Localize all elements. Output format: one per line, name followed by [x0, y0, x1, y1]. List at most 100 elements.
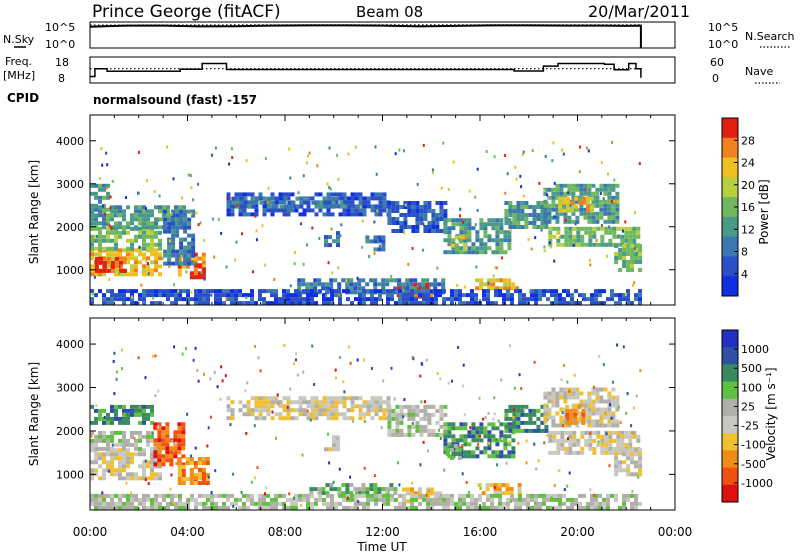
power-panel: 1000 2000 3000 4000 Slant Range [km] 28 24 20…	[27, 114, 771, 306]
power-echo-region-24	[90, 289, 642, 305]
power-scatter	[91, 140, 641, 301]
velocity-colorbar-segment-0	[722, 330, 738, 348]
time-tick-label-1: 04:00	[170, 525, 205, 539]
power-ytick-label-3: 4000	[56, 135, 84, 148]
velocity-colorbar-frame	[721, 329, 739, 503]
power-ytick-label-1: 2000	[56, 221, 84, 234]
velocity-colorbar-segment-1	[722, 347, 738, 365]
power-colorbar-segment-6	[722, 236, 738, 257]
power-colorbar-segment-7	[722, 256, 738, 277]
power-echo-region-15	[504, 201, 549, 229]
noise-ytick-right-1: 10^0	[708, 38, 738, 51]
power-echo-region-7	[163, 209, 196, 266]
noise-panel-frame	[89, 21, 676, 49]
power-colorbar-segment-4	[722, 197, 738, 218]
power-echo-region-1	[94, 256, 127, 273]
power-colorbar-label-2: 20	[741, 179, 755, 192]
power-echo-region-23	[475, 278, 520, 291]
velocity-colorbar-label-6: -500	[741, 458, 766, 471]
velocity-echo-region-14	[548, 430, 641, 455]
velocity-colorbar-segment-7	[722, 450, 738, 469]
velocity-echo-region-13	[565, 404, 586, 425]
velocity-colorbar-label-5: -100	[741, 439, 766, 452]
power-colorbar-label-0: 28	[741, 134, 755, 147]
power-echo-region-19	[614, 244, 643, 272]
velocity-echo-region-8	[387, 404, 448, 437]
velocity-echo-region-2	[90, 404, 154, 425]
power-colorbar-label: Power [dB]	[757, 179, 771, 244]
time-tick-label-0: 00:00	[73, 525, 108, 539]
power-colorbar-segment-1	[722, 137, 738, 159]
time-tick-label-5: 20:00	[560, 525, 595, 539]
power-colorbar-segment-8	[722, 276, 738, 297]
freq-unit-label: [MHz]	[3, 69, 35, 82]
time-tick-label-3: 12:00	[365, 525, 400, 539]
velocity-colorbar-segment-6	[722, 433, 738, 451]
time-tick-label-2: 08:00	[268, 525, 303, 539]
velocity-colorbar-label-7: -1000	[741, 477, 773, 490]
velocity-echo-region-15	[614, 448, 643, 477]
power-echo-region-17	[558, 196, 594, 213]
freq-ytick-right-1: 0	[712, 72, 719, 85]
freq-ytick-left-0: 18	[55, 56, 69, 69]
power-echo-region-2	[90, 226, 162, 251]
velocity-panel: 1000 2000 3000 4000 Slant Range [km] 1000 50…	[27, 317, 778, 511]
velocity-ytick-label-1: 2000	[56, 425, 84, 438]
velocity-colorbar-segment-3	[722, 381, 738, 400]
power-colorbar-label-1: 24	[741, 157, 755, 170]
power-echo-region-18	[548, 226, 641, 247]
noise-panel: N.Sky 10^5 10^0 10^5 10^0 N.Search	[3, 21, 795, 51]
velocity-colorbar-label-3: 25	[741, 400, 755, 413]
station-title: Prince George (fitACF)	[92, 2, 281, 22]
cpid-value: normalsound (fast) -157	[93, 93, 257, 107]
power-ytick-label-2: 3000	[56, 178, 84, 191]
noise-ytick-left-1: 10^0	[45, 38, 75, 51]
freq-series-0	[90, 62, 642, 78]
time-tick-label-4: 16:00	[463, 525, 498, 539]
noise-ytick-left-0: 10^5	[45, 21, 75, 34]
noise-ytick-right-0: 10^5	[708, 21, 738, 34]
noise-series-0	[89, 24, 642, 48]
power-echo-region-11	[365, 235, 386, 252]
velocity-echo-region-3	[153, 422, 186, 467]
velocity-colorbar-label-0: 1000	[741, 343, 769, 356]
velocity-echo-region-6	[226, 396, 391, 421]
velocity-colorbar-segment-9	[722, 484, 738, 503]
velocity-echo-region-17	[477, 483, 522, 496]
freq-label: Freq.	[5, 55, 32, 68]
velocity-colorbar-label: Velocity [m s⁻¹]	[764, 367, 778, 460]
power-colorbar-label-5: 8	[741, 246, 748, 259]
velocity-ytick-label-0: 1000	[56, 468, 84, 481]
velocity-echo-region-5	[189, 467, 206, 480]
freq-ytick-left-1: 8	[58, 72, 65, 85]
velocity-echo-region-1	[90, 430, 162, 451]
velocity-ytick-label-3: 4000	[56, 338, 84, 351]
power-colorbar-label-3: 16	[741, 201, 755, 214]
velocity-colorbar-segment-5	[722, 416, 738, 434]
power-echo-region-12	[387, 201, 448, 233]
velocity-ytick-label-2: 3000	[56, 382, 84, 395]
time-tick-label-6: 00:00	[658, 525, 693, 539]
velocity-colorbar-label-2: 100	[741, 381, 762, 394]
velocity-echo-region-18	[309, 483, 398, 496]
power-colorbar-segment-2	[722, 157, 738, 178]
velocity-colorbar-segment-2	[722, 364, 738, 383]
power-echo-region-9	[231, 196, 348, 209]
beam-label: Beam 08	[356, 3, 423, 21]
velocity-colorbar-label-1: 500	[741, 362, 762, 375]
velocity-echo-region-19	[90, 493, 642, 510]
velocity-echo-region-0	[90, 448, 162, 481]
power-ylabel: Slant Range [km]	[27, 160, 41, 264]
frequency-panel: Freq. [MHz] 18 8 60 0 Nave	[3, 55, 780, 85]
freq-ytick-right-0: 60	[710, 56, 724, 69]
power-ytick-label-0: 1000	[56, 264, 84, 277]
velocity-scatter	[90, 343, 642, 508]
date-label: 20/Mar/2011	[588, 2, 690, 21]
power-colorbar-label-4: 12	[741, 223, 755, 236]
frequency-panel-frame	[89, 56, 676, 84]
time-axis-label: Time UT	[356, 540, 407, 554]
power-colorbar-segment-0	[722, 118, 738, 139]
power-echo-region-4	[90, 183, 110, 212]
power-colorbar-segment-5	[722, 216, 738, 238]
